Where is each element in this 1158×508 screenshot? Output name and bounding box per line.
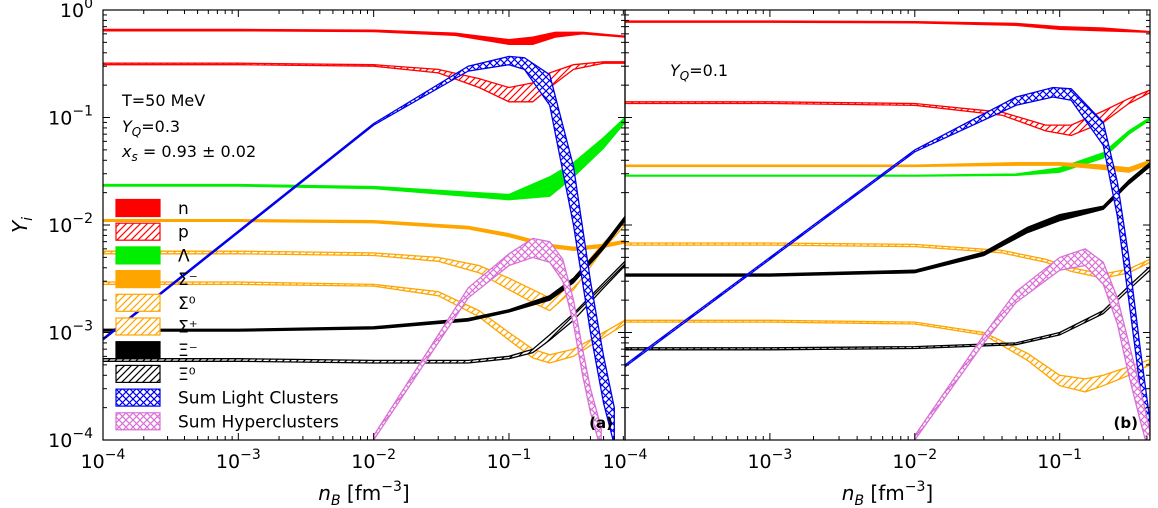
plot-area [625, 20, 1150, 440]
band-sum-light-clusters [625, 86, 1150, 440]
legend-label: Ξ⁰ [178, 365, 196, 385]
legend-label: Sum Hyperclusters [178, 412, 339, 432]
x-tick-label: 10−3 [747, 447, 792, 473]
band-lambda [625, 116, 1150, 177]
y-tick-label: 10−4 [48, 426, 93, 452]
band-xi-minus [103, 215, 625, 332]
band-sigma-plus [625, 319, 1150, 393]
legend-item-p: p [115, 222, 189, 243]
legend-swatch [115, 246, 161, 265]
y-tick-label: 100 [60, 0, 93, 22]
legend-label: Λ [178, 246, 190, 266]
legend-label: Σ⁰ [178, 294, 196, 314]
legend-label: n [178, 199, 189, 219]
band-sum-hyperclusters [373, 237, 602, 440]
plot-area [103, 28, 625, 440]
legend-item-n: n [115, 198, 189, 219]
y-axis-label: Yi [8, 217, 36, 233]
band-lambda [103, 116, 625, 201]
x-tick-label: 10−3 [216, 447, 261, 473]
legend-item-sum-light-clusters: Sum Light Clusters [115, 388, 339, 409]
x-axis-label: nB [fm−3] [842, 479, 933, 508]
panel-a: 10−4 10−3 10−2 10−1 10−4 10−3 10−2 10−1 100 nB [f… [8, 0, 626, 508]
legend-item-lambda: Λ [115, 246, 190, 266]
band-sum-light-clusters [103, 55, 615, 440]
panel-label: (b) [1114, 414, 1138, 432]
band-sigma-minus [625, 159, 1150, 173]
band-sigma-zero [103, 219, 625, 312]
legend-item-sigma-plus: Σ⁺ [115, 317, 198, 338]
x-tick-label: 10−4 [81, 447, 126, 473]
legend-item-sigma-zero: Σ⁰ [115, 293, 196, 314]
legend: npΛ Σ⁻ Σ⁰ Σ⁺ Ξ⁻ Ξ⁰ Sum Light Clusters Sum Hyper… [115, 198, 339, 432]
y-tick-label: 10−3 [48, 319, 93, 345]
legend-swatch [115, 341, 161, 360]
legend-swatch [115, 412, 161, 431]
legend-label: Sum Light Clusters [178, 389, 339, 409]
legend-label: Σ⁺ [178, 318, 198, 338]
x-tick-label: 10−1 [1037, 447, 1082, 473]
legend-item-sum-hyperclusters: Sum Hyperclusters [115, 412, 339, 432]
legend-label: p [178, 223, 189, 243]
band-p [103, 61, 625, 103]
band-n [103, 28, 625, 45]
x-tick-label: 10−1 [487, 447, 532, 473]
band-sigma-plus [103, 281, 625, 364]
annotation: T=50 MeV [121, 91, 205, 110]
band-xi-zero [103, 260, 625, 364]
panels: 10−4 10−3 10−2 10−1 10−4 10−3 10−2 10−1 100 nB [f… [8, 0, 1151, 508]
legend-swatch [115, 293, 161, 312]
band-xi-minus [625, 161, 1150, 277]
legend-swatch [115, 364, 161, 383]
legend-swatch [115, 270, 161, 289]
legend-item-xi-minus: Ξ⁻ [115, 341, 198, 361]
annotation: YQ=0.1 [670, 61, 728, 83]
legend-swatch [115, 198, 161, 218]
legend-swatch [115, 317, 161, 336]
band-n [625, 20, 1150, 33]
x-axis-label: nB [fm−3] [318, 479, 409, 508]
y-tick-label: 10−2 [48, 211, 93, 237]
band-sum-hyperclusters [914, 248, 1150, 440]
panel-b: 10−4 10−3 10−2 10−1 nB [fm−3] YQ=0.1 (b) [603, 9, 1151, 508]
x-tick-label: 10−2 [351, 447, 396, 473]
legend-label: Ξ⁻ [178, 341, 198, 361]
legend-swatch [115, 222, 161, 241]
legend-item-xi-zero: Ξ⁰ [115, 364, 196, 385]
annotation: YQ=0.3 [122, 117, 180, 139]
y-tick-label: 10−1 [48, 104, 93, 130]
band-sigma-minus [103, 219, 625, 252]
panel-label: (a) [589, 414, 613, 432]
legend-item-sigma-minus: Σ⁻ [115, 270, 198, 290]
annotation: xs = 0.93 ± 0.02 [121, 142, 256, 164]
legend-swatch [115, 388, 161, 407]
x-tick-label: 10−4 [603, 447, 648, 473]
x-tick-label: 10−2 [892, 447, 937, 473]
legend-label: Σ⁻ [178, 270, 198, 290]
